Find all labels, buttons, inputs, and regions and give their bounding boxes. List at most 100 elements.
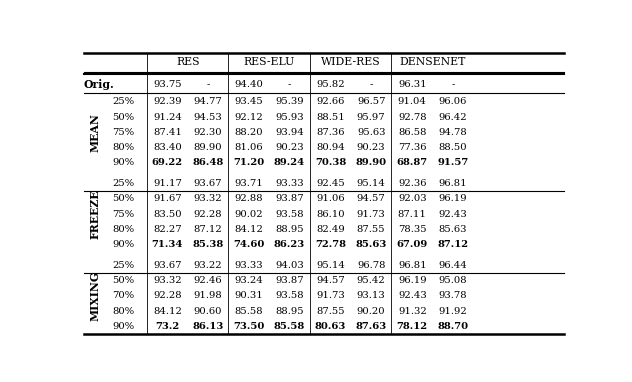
Text: 95.93: 95.93 (275, 113, 304, 121)
Text: 87.41: 87.41 (153, 128, 182, 137)
Text: 87.12: 87.12 (193, 225, 222, 234)
Text: 80%: 80% (112, 143, 135, 152)
Text: 91.92: 91.92 (439, 307, 467, 316)
Text: 85.58: 85.58 (274, 322, 305, 331)
Text: 93.94: 93.94 (275, 128, 304, 137)
Text: 80.63: 80.63 (315, 322, 346, 331)
Text: 92.88: 92.88 (234, 194, 263, 203)
Text: 95.97: 95.97 (357, 113, 386, 121)
Text: 92.43: 92.43 (439, 210, 467, 219)
Text: 67.09: 67.09 (397, 240, 428, 249)
Text: 84.12: 84.12 (234, 225, 263, 234)
Text: 93.71: 93.71 (234, 179, 263, 188)
Text: 91.32: 91.32 (398, 307, 427, 316)
Text: 94.57: 94.57 (357, 194, 386, 203)
Text: 91.73: 91.73 (316, 291, 345, 300)
Text: 92.28: 92.28 (153, 291, 182, 300)
Text: 70.38: 70.38 (315, 159, 346, 167)
Text: 95.14: 95.14 (356, 179, 386, 188)
Text: MIXING: MIXING (89, 271, 100, 321)
Text: MEAN: MEAN (89, 113, 100, 152)
Text: 71.34: 71.34 (152, 240, 183, 249)
Text: RES: RES (176, 57, 200, 67)
Text: 93.75: 93.75 (153, 80, 182, 89)
Text: 93.32: 93.32 (194, 194, 222, 203)
Text: 90.20: 90.20 (357, 307, 386, 316)
Text: 82.27: 82.27 (153, 225, 182, 234)
Text: Orig.: Orig. (84, 79, 114, 90)
Text: 75%: 75% (112, 210, 135, 219)
Text: 95.14: 95.14 (316, 261, 345, 270)
Text: 91.73: 91.73 (357, 210, 386, 219)
Text: 90%: 90% (112, 159, 135, 167)
Text: 88.50: 88.50 (439, 143, 467, 152)
Text: 93.87: 93.87 (275, 194, 304, 203)
Text: 92.03: 92.03 (398, 194, 427, 203)
Text: 50%: 50% (112, 276, 135, 285)
Text: 93.67: 93.67 (194, 179, 222, 188)
Text: 96.19: 96.19 (439, 194, 467, 203)
Text: 92.46: 92.46 (194, 276, 222, 285)
Text: 89.24: 89.24 (274, 159, 305, 167)
Text: 82.49: 82.49 (316, 225, 345, 234)
Text: 94.57: 94.57 (316, 276, 345, 285)
Text: 86.48: 86.48 (192, 159, 224, 167)
Text: 81.06: 81.06 (234, 143, 263, 152)
Text: 93.67: 93.67 (153, 261, 181, 270)
Text: 90.23: 90.23 (275, 143, 304, 152)
Text: 78.12: 78.12 (397, 322, 428, 331)
Text: -: - (451, 80, 454, 89)
Text: 96.44: 96.44 (439, 261, 467, 270)
Text: 93.58: 93.58 (275, 210, 304, 219)
Text: 50%: 50% (112, 113, 135, 121)
Text: 96.81: 96.81 (398, 261, 427, 270)
Text: 92.30: 92.30 (194, 128, 222, 137)
Text: 88.95: 88.95 (275, 225, 304, 234)
Text: 83.50: 83.50 (153, 210, 182, 219)
Text: 77.36: 77.36 (398, 143, 427, 152)
Text: WIDE-RES: WIDE-RES (321, 57, 380, 67)
Text: 95.42: 95.42 (357, 276, 386, 285)
Text: 89.90: 89.90 (194, 143, 222, 152)
Text: 86.58: 86.58 (398, 128, 427, 137)
Text: 90.31: 90.31 (234, 291, 263, 300)
Text: -: - (370, 80, 373, 89)
Text: 87.63: 87.63 (356, 322, 387, 331)
Text: 91.57: 91.57 (437, 159, 468, 167)
Text: 85.63: 85.63 (439, 225, 467, 234)
Text: 93.33: 93.33 (275, 179, 304, 188)
Text: 80%: 80% (112, 225, 135, 234)
Text: 91.24: 91.24 (153, 113, 182, 121)
Text: 73.50: 73.50 (233, 322, 264, 331)
Text: 94.53: 94.53 (193, 113, 222, 121)
Text: 87.55: 87.55 (357, 225, 386, 234)
Text: 85.58: 85.58 (234, 307, 263, 316)
Text: 25%: 25% (112, 97, 135, 106)
Text: 96.42: 96.42 (439, 113, 467, 121)
Text: -: - (288, 80, 291, 89)
Text: 92.66: 92.66 (317, 97, 344, 106)
Text: 93.78: 93.78 (439, 291, 467, 300)
Text: 96.78: 96.78 (357, 261, 386, 270)
Text: 88.51: 88.51 (316, 113, 345, 121)
Text: 87.36: 87.36 (316, 128, 345, 137)
Text: DENSENET: DENSENET (399, 57, 466, 67)
Text: 74.60: 74.60 (233, 240, 264, 249)
Text: 93.87: 93.87 (275, 276, 304, 285)
Text: RES-ELU: RES-ELU (243, 57, 295, 67)
Text: 92.39: 92.39 (153, 97, 182, 106)
Text: 92.45: 92.45 (316, 179, 345, 188)
Text: 91.67: 91.67 (153, 194, 182, 203)
Text: 96.19: 96.19 (398, 276, 427, 285)
Text: 25%: 25% (112, 179, 135, 188)
Text: 94.40: 94.40 (234, 80, 263, 89)
Text: 96.31: 96.31 (398, 80, 427, 89)
Text: 72.78: 72.78 (315, 240, 346, 249)
Text: 90.60: 90.60 (194, 307, 222, 316)
Text: FREEZE: FREEZE (89, 189, 100, 239)
Text: 88.20: 88.20 (234, 128, 263, 137)
Text: 71.20: 71.20 (233, 159, 264, 167)
Text: 75%: 75% (112, 128, 135, 137)
Text: 94.78: 94.78 (439, 128, 467, 137)
Text: 88.70: 88.70 (437, 322, 468, 331)
